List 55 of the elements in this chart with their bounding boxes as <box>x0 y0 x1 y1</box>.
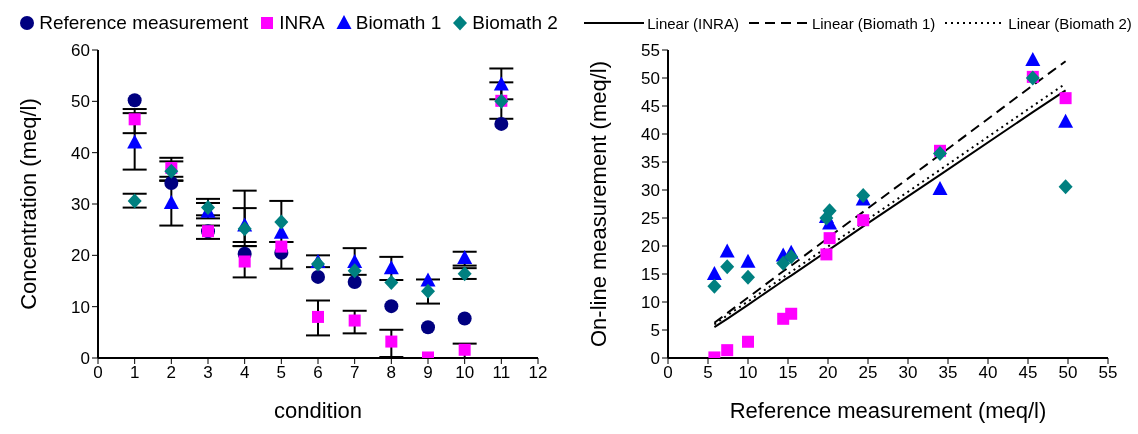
x-tick-label: 10 <box>738 363 758 383</box>
x-tick-label: 35 <box>938 363 958 383</box>
y-tick-label: 55 <box>641 41 660 61</box>
y-axis-title: On-line measurement (meq/l) <box>585 60 611 348</box>
x-tick-label: 15 <box>778 363 798 383</box>
y-tick-label: 25 <box>641 209 660 229</box>
x-axis-title: Reference measurement (meq/l) <box>729 398 1047 423</box>
y-tick-label: 40 <box>71 143 90 163</box>
x-tick-label: 50 <box>1058 363 1078 383</box>
x-tick-label: 30 <box>898 363 918 383</box>
y-tick-label: 30 <box>641 181 660 201</box>
x-tick-label: 2 <box>166 363 177 383</box>
y-tick-label: 30 <box>71 195 90 215</box>
legend-label: INRA <box>279 12 325 34</box>
legend-label: Biomath 1 <box>355 12 442 34</box>
legend-label: Linear (INRA) <box>647 14 739 32</box>
x-tick-label: 0 <box>93 363 103 383</box>
y-tick-label: 50 <box>71 92 90 112</box>
y-tick-label: 35 <box>641 153 660 173</box>
y-tick-label: 10 <box>71 297 90 317</box>
x-tick-label: 4 <box>239 363 250 383</box>
x-tick-label: 6 <box>313 363 323 383</box>
x-tick-label: 7 <box>349 363 360 383</box>
y-tick-label: 0 <box>650 349 660 369</box>
x-tick-label: 9 <box>423 363 433 383</box>
y-tick-label: 40 <box>641 125 660 145</box>
x-tick-label: 3 <box>203 363 213 383</box>
y-tick-label: 50 <box>641 69 660 89</box>
y-axis-title: Concentration (meq/l) <box>15 98 41 310</box>
x-tick-label: 10 <box>455 363 475 383</box>
y-tick-label: 45 <box>641 97 660 117</box>
x-tick-label: 5 <box>276 363 287 383</box>
y-tick-label: 15 <box>641 265 660 285</box>
x-tick-label: 1 <box>129 363 140 383</box>
x-tick-label: 20 <box>818 363 838 383</box>
y-tick-label: 60 <box>71 41 90 61</box>
legend-label: Biomath 2 <box>472 12 558 34</box>
x-tick-label: 5 <box>703 363 713 383</box>
x-tick-label: 11 <box>492 363 511 383</box>
y-tick-label: 0 <box>80 349 90 369</box>
legend-label: Linear (Biomath 1) <box>811 14 936 32</box>
x-axis-title: condition <box>273 398 363 423</box>
x-tick-label: 8 <box>386 363 397 383</box>
y-tick-label: 5 <box>650 321 660 341</box>
x-tick-label: 25 <box>858 363 878 383</box>
legend-label: Linear (Biomath 2) <box>1008 14 1132 32</box>
x-tick-label: 40 <box>978 363 998 383</box>
y-tick-label: 20 <box>641 237 660 257</box>
legend-label: Reference measurement <box>39 12 249 34</box>
x-tick-label: 0 <box>663 363 673 383</box>
x-tick-label: 12 <box>528 363 548 383</box>
x-tick-label: 55 <box>1098 363 1118 383</box>
y-tick-label: 10 <box>641 293 660 313</box>
y-tick-label: 20 <box>71 246 90 266</box>
x-tick-label: 45 <box>1018 363 1038 383</box>
